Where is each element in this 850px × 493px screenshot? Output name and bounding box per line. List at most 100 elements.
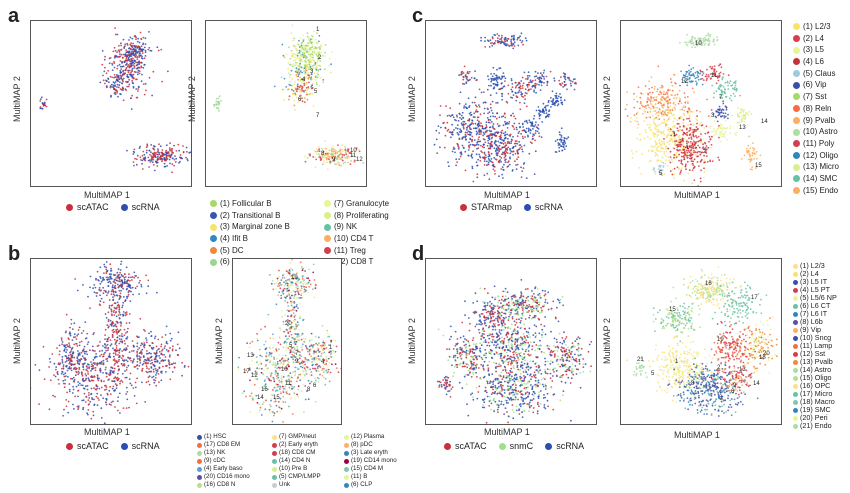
point [513, 36, 515, 38]
point [295, 342, 297, 344]
point [173, 366, 176, 369]
point [492, 115, 495, 118]
point [117, 331, 120, 333]
point [507, 122, 510, 125]
point [104, 351, 106, 354]
point [307, 59, 310, 61]
scatter-plot-a-batch [30, 20, 192, 187]
point [101, 50, 104, 52]
point [61, 360, 64, 362]
point [69, 334, 72, 337]
point [314, 49, 316, 52]
point [292, 325, 294, 328]
xlabel-b1: MultiMAP 1 [84, 427, 130, 437]
legend-label: (1) Follicular B [220, 199, 272, 208]
point [103, 70, 106, 73]
point [510, 140, 513, 143]
point [539, 109, 541, 112]
point [255, 367, 258, 370]
point [302, 337, 305, 340]
point [135, 54, 138, 56]
point [533, 91, 535, 93]
point [125, 49, 128, 51]
point [145, 370, 148, 373]
point [66, 369, 69, 372]
point [319, 359, 321, 361]
point [282, 421, 284, 423]
point [297, 73, 300, 76]
point [331, 51, 334, 53]
point [283, 276, 286, 279]
point [104, 334, 106, 336]
point [328, 362, 331, 364]
point [85, 379, 87, 381]
point [165, 371, 167, 373]
point [135, 38, 137, 41]
point [347, 148, 350, 151]
point [299, 90, 302, 93]
point [468, 79, 470, 82]
point [513, 34, 515, 37]
point [451, 150, 454, 153]
point [146, 371, 149, 374]
point [488, 159, 491, 162]
point [128, 406, 130, 409]
point [545, 75, 548, 78]
point [73, 368, 75, 370]
point [575, 82, 577, 85]
point [294, 352, 296, 355]
point [281, 376, 283, 378]
point [116, 83, 119, 86]
point [107, 281, 110, 284]
point [297, 277, 300, 279]
point [500, 131, 502, 134]
point [534, 75, 536, 78]
point [503, 156, 506, 159]
point [353, 149, 356, 152]
point [113, 66, 116, 69]
legend-label: (14) CD4 N [279, 457, 311, 464]
point [458, 74, 460, 77]
point [325, 161, 327, 164]
point [138, 72, 141, 75]
point [461, 144, 464, 147]
point [311, 38, 314, 40]
point [483, 133, 486, 135]
point [151, 348, 154, 350]
point [322, 352, 324, 355]
point [93, 398, 95, 401]
point [123, 328, 126, 331]
point [114, 349, 117, 351]
point [519, 101, 521, 104]
point [299, 76, 302, 79]
point [68, 367, 71, 370]
point [291, 342, 294, 345]
cluster-legend-item: (10) Pre B [272, 465, 344, 473]
cluster-legend-item: (4) Ifit B [210, 233, 318, 245]
point [136, 360, 139, 363]
point [65, 330, 67, 333]
point [81, 363, 84, 365]
point [77, 381, 79, 383]
point [311, 92, 314, 95]
point [313, 358, 316, 360]
point [559, 133, 561, 136]
point [543, 82, 545, 84]
point [325, 156, 328, 159]
point [471, 138, 473, 141]
point [185, 146, 188, 149]
point [287, 358, 290, 361]
point [526, 122, 529, 124]
point [67, 357, 69, 360]
point [286, 295, 288, 297]
point [65, 405, 68, 408]
point [153, 151, 156, 154]
point [315, 74, 317, 77]
point [113, 302, 116, 305]
point [293, 99, 295, 102]
point [324, 344, 327, 346]
point [302, 364, 305, 367]
point [126, 345, 129, 347]
point [124, 43, 127, 46]
point [262, 387, 265, 390]
